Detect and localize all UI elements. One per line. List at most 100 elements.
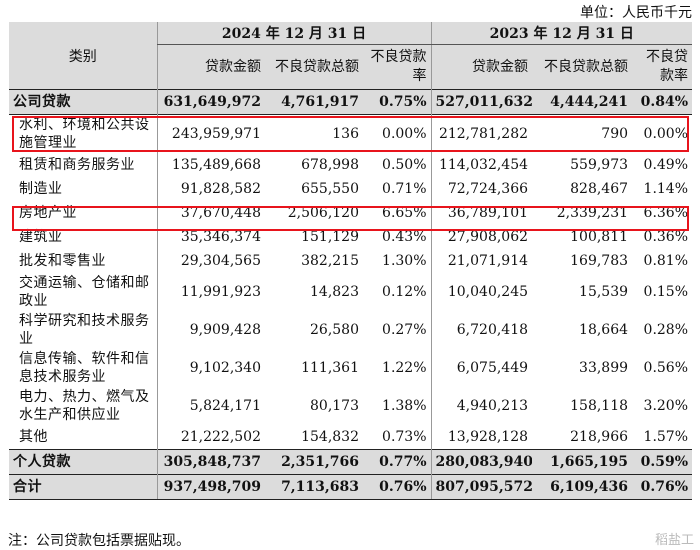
cell-npl-2023: 6,109,436 [532,474,633,500]
col-npl-ratio-2023: 不良贷款率 [632,44,693,90]
table-row: 科学研究和技术服务业 9,909,428 26,580 0.27% 6,720,… [9,311,692,349]
year-2023-header: 2023 年 12 月 31 日 [430,22,693,45]
col-npl-amount-2024: 不良贷款总额 [265,44,363,90]
cell-loan-2023: 114,032,454 [430,153,533,177]
cell-loan-2023: 13,928,128 [430,425,533,450]
cell-loan-2024: 9,909,428 [156,311,265,349]
cell-ratio-2023: 0.00% [632,114,693,153]
table-row: 公司贷款 631,649,972 4,761,917 0.75% 527,011… [9,89,693,115]
cell-ratio-2024: 0.00% [363,114,432,153]
cell-ratio-2023: 0.56% [643,360,689,376]
row-name: 公司贷款 [9,89,157,115]
row-name: 合计 [9,474,157,500]
cell-loan-2024: 11,991,923 [156,273,265,311]
cell-npl-2024: 678,998 [301,157,359,173]
row-name: 批发和零售业 [19,253,106,269]
table-row: 租赁和商务服务业 135,489,668 678,998 0.50% 114,0… [9,153,692,177]
cell-ratio-2024: 6.65% [382,205,427,221]
cell-npl-2023: 4,444,241 [532,89,633,115]
cell-loan-2024: 5,824,171 [156,387,265,425]
row-name: 租赁和商务服务业 [19,157,135,173]
category-header: 类别 [9,22,157,90]
cell-ratio-2023: 0.15% [643,284,689,300]
row-name: 建筑业 [19,229,63,245]
cell-loan-2023: 6,720,418 [430,311,533,349]
col-npl-ratio-2024: 不良贷款率 [363,44,432,90]
cell-loan-2024: 37,670,448 [156,201,265,225]
cell-npl-2024: 2,351,766 [265,449,363,475]
cell-npl-2023: 33,899 [579,360,629,376]
row-name: 制造业 [19,181,63,197]
cell-npl-2024: 26,580 [310,322,359,338]
cell-ratio-2024: 1.22% [382,360,427,376]
cell-npl-2023: 100,811 [570,229,629,245]
row-name: 个人贷款 [9,449,157,475]
table-row: 其他 21,222,502 154,832 0.73% 13,928,128 2… [9,425,692,450]
table-row: 批发和零售业 29,304,565 382,215 1.30% 21,071,9… [9,249,692,273]
loan-table: 类别 2024 年 12 月 31 日 2023 年 12 月 31 日 贷款金… [9,22,693,500]
cell-ratio-2024: 1.30% [382,253,427,269]
cell-ratio-2024: 0.43% [382,229,427,245]
cell-npl-2024: 4,761,917 [265,89,363,115]
cell-ratio-2024: 0.12% [382,284,427,300]
cell-npl-2024: 136 [265,114,363,153]
cell-npl-2023: 790 [532,114,633,153]
cell-ratio-2023: 0.76% [632,474,693,500]
cell-loan-2024: 631,649,972 [156,89,265,115]
cell-ratio-2023: 0.81% [643,253,689,269]
cell-npl-2023: 1,665,195 [532,449,633,475]
cell-loan-2024: 135,489,668 [156,153,265,177]
col-loan-amount-2024: 贷款金额 [156,44,265,90]
cell-loan-2023: 527,011,632 [430,89,533,115]
cell-npl-2023: 559,973 [570,157,629,173]
cell-ratio-2023: 0.36% [643,229,689,245]
row-name: 房地产业 [19,205,77,221]
year-2024-header: 2024 年 12 月 31 日 [156,22,432,45]
watermark: 稻盐工 [654,533,694,548]
table-row: 信息传输、软件和信息技术服务业 9,102,340 111,361 1.22% … [9,349,692,387]
cell-npl-2023: 218,966 [570,429,629,445]
cell-loan-2023: 36,789,101 [430,201,533,225]
cell-loan-2023: 807,095,572 [430,474,533,500]
cell-npl-2023: 18,664 [579,322,629,338]
highlight-box-real-estate [12,206,689,231]
table-row: 制造业 91,828,582 655,550 0.71% 72,724,366 … [9,177,692,201]
table-row: 电力、热力、燃气及水生产和供应业 5,824,171 80,173 1.38% … [9,387,692,425]
cell-loan-2024: 305,848,737 [156,449,265,475]
table-row: 水利、环境和公共设施管理业 243,959,971 136 0.00% 212,… [9,114,693,153]
cell-ratio-2024: 0.71% [382,181,427,197]
cell-npl-2024: 14,823 [310,284,359,300]
row-name: 交通运输、仓储和邮政业 [19,275,150,309]
cell-loan-2023: 212,781,282 [430,114,533,153]
cell-ratio-2023: 0.28% [643,322,689,338]
row-name: 信息传输、软件和信息技术服务业 [19,351,150,385]
cell-loan-2023: 4,940,213 [430,387,533,425]
unit-label: 单位：人民币千元 [580,5,692,21]
cell-ratio-2023: 0.84% [632,89,693,115]
col-loan-amount-2023: 贷款金额 [430,44,533,90]
cell-npl-2024: 7,113,683 [265,474,363,500]
table-row: 个人贷款 305,848,737 2,351,766 0.77% 280,083… [9,449,693,475]
table-header: 类别 2024 年 12 月 31 日 2023 年 12 月 31 日 贷款金… [9,22,693,90]
cell-loan-2024: 937,498,709 [156,474,265,500]
row-name: 电力、热力、燃气及水生产和供应业 [19,389,150,423]
cell-ratio-2024: 0.27% [382,322,427,338]
cell-ratio-2023: 6.36% [643,205,689,221]
cell-ratio-2023: 1.57% [643,429,689,445]
row-name: 科学研究和技术服务业 [19,313,150,347]
table-row: 交通运输、仓储和邮政业 11,991,923 14,823 0.12% 10,0… [9,273,692,311]
cell-npl-2024: 382,215 [301,253,359,269]
cell-npl-2023: 158,118 [570,398,629,414]
cell-npl-2024: 111,361 [301,360,359,376]
cell-npl-2023: 169,783 [570,253,629,269]
cell-npl-2024: 80,173 [310,398,359,414]
cell-loan-2024: 91,828,582 [156,177,265,201]
cell-loan-2024: 243,959,971 [156,114,265,153]
cell-ratio-2023: 0.49% [643,157,689,173]
cell-npl-2024: 151,129 [301,229,359,245]
cell-loan-2024: 29,304,565 [156,249,265,273]
cell-ratio-2023: 0.59% [632,449,693,475]
cell-ratio-2023: 1.14% [643,181,689,197]
cell-loan-2023: 280,083,940 [430,449,533,475]
cell-ratio-2024: 1.38% [382,398,427,414]
